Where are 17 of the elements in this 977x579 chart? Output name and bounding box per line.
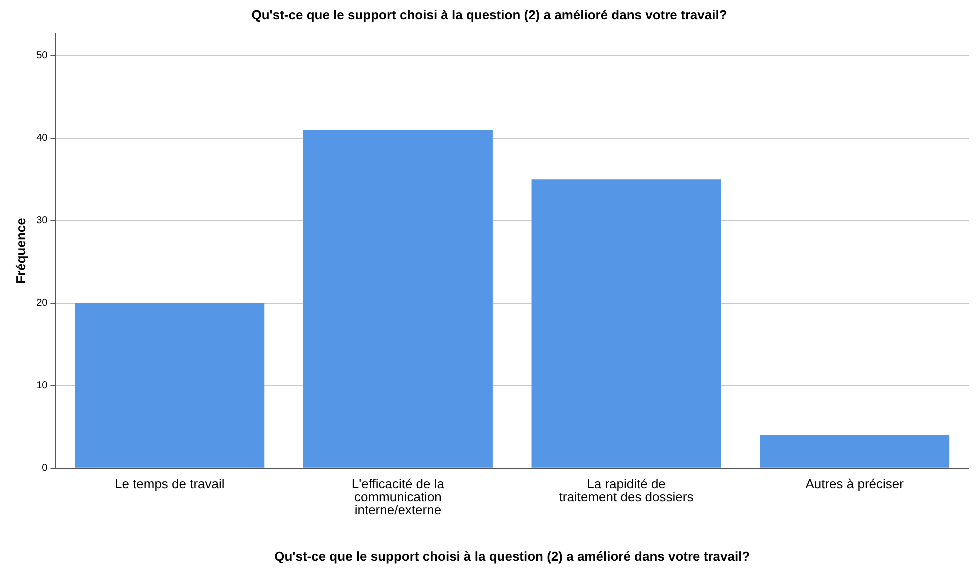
bar: [75, 303, 265, 468]
x-tick-label: Le temps de travail: [114, 476, 225, 492]
x-axis-title: Qu'st-ce que le support choisi à la question (2) a amélioré dans votre travail?: [274, 548, 750, 564]
bar: [760, 435, 950, 468]
bar: [303, 130, 493, 468]
y-tick-label: 30: [36, 216, 48, 227]
y-tick-label: 0: [42, 463, 48, 474]
y-axis-title: Fréquence: [13, 218, 28, 284]
y-tick-label: 10: [36, 380, 48, 392]
bar: [532, 180, 722, 468]
y-tick-label: 50: [36, 50, 48, 62]
x-tick-label: Autres à préciser: [806, 476, 905, 492]
y-tick-label: 20: [36, 298, 48, 310]
chart-title: Qu'st-ce que le support choisi à la question (2) a amélioré dans votre travail?: [252, 7, 728, 22]
x-tick-label: L'efficacité de la communication interne/externe: [352, 476, 446, 518]
y-tick-label: 40: [36, 133, 48, 144]
x-tick-label: La rapidité de traitement des dossiers: [559, 476, 694, 504]
